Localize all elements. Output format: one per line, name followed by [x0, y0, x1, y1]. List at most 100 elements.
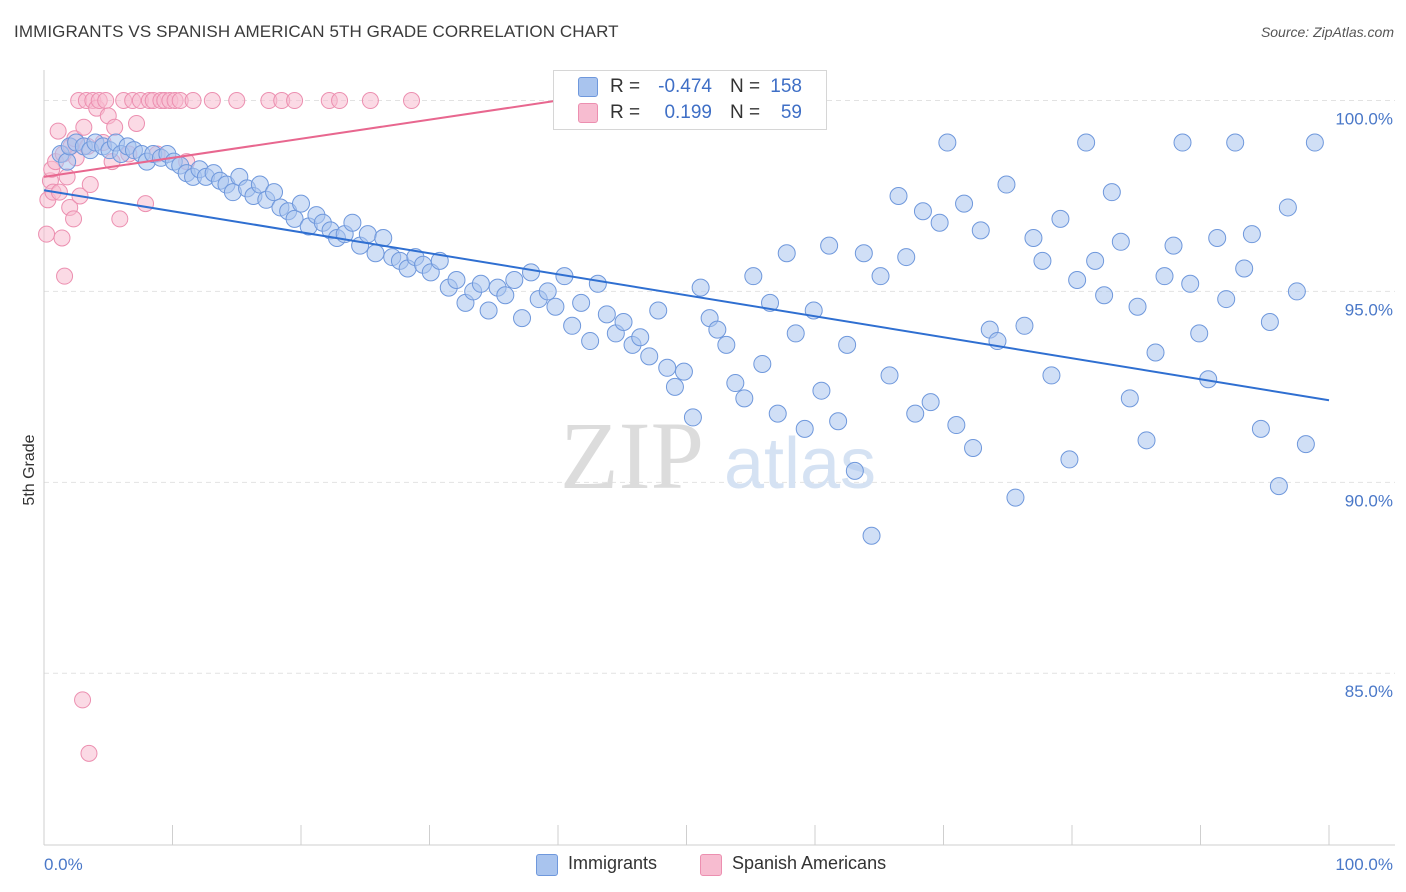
chart-title: IMMIGRANTS VS SPANISH AMERICAN 5TH GRADE… — [14, 22, 619, 41]
immigrants-point — [522, 263, 541, 282]
immigrants-point — [588, 274, 607, 293]
spanish-americans-point — [97, 92, 115, 110]
spanish-americans-point — [53, 229, 71, 247]
immigrants-point — [1305, 133, 1324, 152]
immigrants-point — [649, 301, 668, 320]
spanish-americans-trend-line — [43, 99, 559, 178]
x-tick-label: 0.0% — [44, 855, 83, 874]
immigrants-trend-line — [43, 189, 1330, 402]
immigrants-point — [683, 408, 702, 427]
immigrants-point — [906, 404, 925, 423]
immigrants-point — [250, 175, 269, 194]
immigrants-point — [563, 316, 582, 335]
immigrants-point — [538, 282, 557, 301]
immigrants-points — [51, 133, 1324, 545]
watermark-zip: ZIP — [560, 402, 704, 509]
immigrants-point — [761, 293, 780, 312]
legend-label: Immigrants — [568, 853, 658, 873]
immigrants-point — [1102, 183, 1121, 202]
immigrants-point — [735, 389, 754, 408]
legend-label: Spanish Americans — [732, 853, 887, 873]
immigrants-point — [1296, 435, 1315, 454]
immigrants-point — [614, 312, 633, 331]
immigrants-point — [691, 278, 710, 297]
immigrants-point — [1217, 290, 1236, 309]
immigrants-point — [1086, 251, 1105, 270]
immigrants-point — [1181, 274, 1200, 293]
immigrants-point — [1164, 236, 1183, 255]
immigrants-point — [265, 183, 284, 202]
immigrants-point — [947, 416, 966, 435]
x-tick-labels: 0.0% 100.0% — [44, 855, 1393, 874]
n-label: N = — [730, 76, 761, 97]
immigrants-point — [1068, 270, 1087, 289]
immigrants-point — [546, 297, 565, 316]
immigrants-point — [1033, 251, 1052, 270]
immigrants-point — [1235, 259, 1254, 278]
immigrants-point — [930, 213, 949, 232]
immigrants-point — [343, 213, 362, 232]
immigrants-point — [674, 362, 693, 381]
immigrants-point — [1042, 366, 1061, 385]
immigrants-point — [744, 267, 763, 286]
immigrants-point — [1190, 324, 1209, 343]
immigrants-point — [1226, 133, 1245, 152]
immigrants-point — [913, 202, 932, 221]
immigrants-point — [829, 412, 848, 431]
immigrants-swatch — [536, 854, 558, 876]
immigrants-point — [795, 419, 814, 438]
spanish-americans-point — [49, 122, 67, 140]
legend-row-immigrants: R = -0.474 N = 158 — [554, 74, 826, 100]
immigrants-point — [58, 152, 77, 171]
immigrants-point — [997, 175, 1016, 194]
spanish-americans-point — [75, 118, 93, 136]
spanish-americans-point — [286, 92, 304, 110]
immigrants-swatch — [578, 77, 598, 97]
trend-lines — [43, 99, 1330, 402]
immigrants-point — [479, 301, 498, 320]
immigrants-point — [753, 354, 772, 373]
immigrants-point — [1137, 431, 1156, 450]
spanish-americans-points — [38, 92, 421, 762]
axes — [43, 70, 1395, 846]
immigrants-point — [640, 347, 659, 366]
r-value: 0.199 — [664, 102, 712, 123]
immigrants-point — [768, 404, 787, 423]
immigrants-point — [1015, 316, 1034, 335]
immigrants-point — [820, 236, 839, 255]
spanish-americans-point — [65, 210, 83, 228]
immigrants-point — [871, 267, 890, 286]
spanish-americans-point — [38, 225, 56, 243]
immigrants-point — [1155, 267, 1174, 286]
immigrants-point — [1173, 133, 1192, 152]
spanish-americans-point — [203, 92, 221, 110]
spanish-americans-point — [128, 114, 146, 132]
immigrants-point — [845, 461, 864, 480]
immigrants-point — [938, 133, 957, 152]
immigrants-point — [505, 270, 524, 289]
y-tick-label: 85.0% — [1345, 682, 1393, 701]
spanish-americans-point — [106, 118, 124, 136]
y-tick-label: 90.0% — [1345, 491, 1393, 510]
spanish-americans-point — [74, 691, 92, 709]
immigrants-point — [658, 358, 677, 377]
immigrants-point — [1278, 198, 1297, 217]
y-axis-title: 5th Grade — [21, 434, 38, 505]
x-tick-label: 100.0% — [1335, 855, 1393, 874]
immigrants-point — [786, 324, 805, 343]
n-value: 158 — [770, 76, 802, 97]
immigrants-point — [717, 335, 736, 354]
immigrants-point — [1128, 297, 1147, 316]
immigrants-point — [880, 366, 899, 385]
correlation-legend: R = -0.474 N = 158 R = 0.199 N = 59 — [553, 70, 827, 130]
immigrants-point — [1208, 228, 1227, 247]
spanish-americans-point — [56, 267, 74, 285]
immigrants-point — [358, 225, 377, 244]
n-value: 59 — [780, 102, 802, 123]
spanish-americans-swatch — [700, 854, 722, 876]
immigrants-point — [366, 244, 385, 263]
immigrants-point — [1242, 225, 1261, 244]
immigrants-point — [1060, 450, 1079, 469]
source-label: Source: ZipAtlas.com — [1260, 24, 1394, 40]
spanish-americans-point — [403, 92, 421, 110]
